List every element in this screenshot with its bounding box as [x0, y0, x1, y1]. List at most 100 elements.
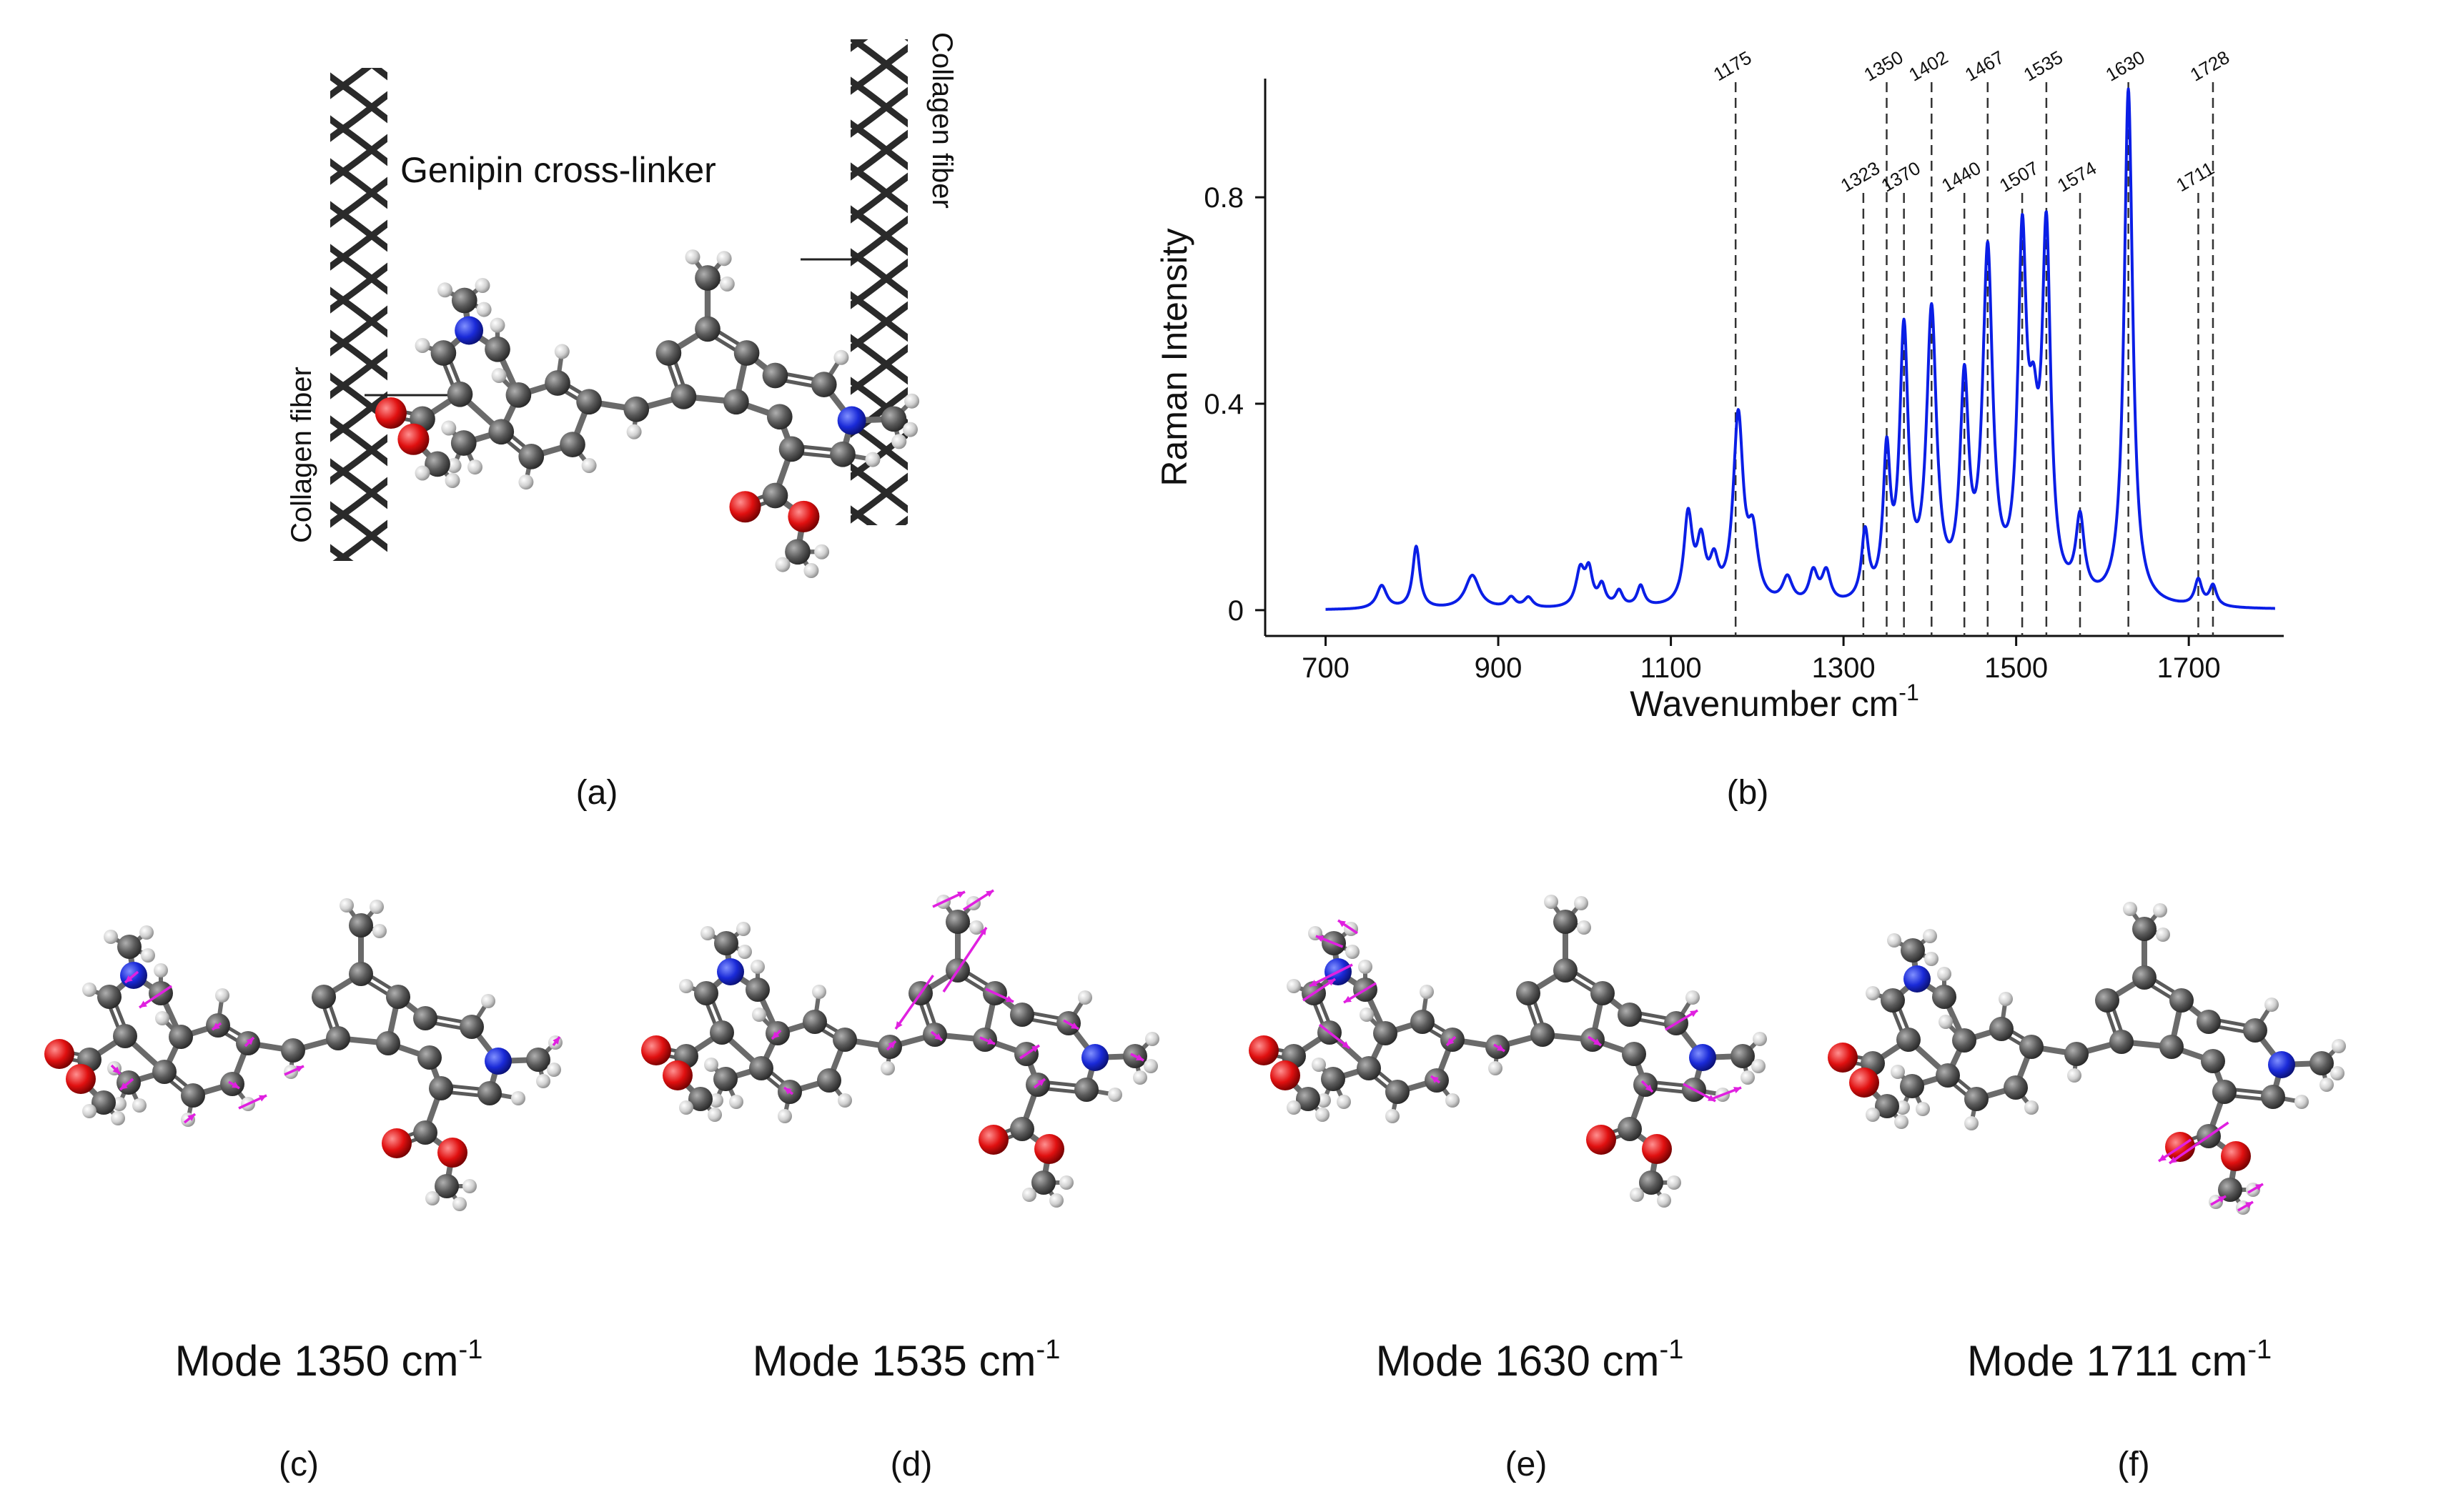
hydrogen-atom: [82, 1104, 96, 1118]
hydrogen-atom: [2294, 1095, 2309, 1109]
peak-label-1370: 1370: [1878, 157, 1924, 197]
hydrogen-atom: [1385, 1109, 1400, 1123]
hydrogen-atom: [833, 349, 849, 365]
hydrogen-atom: [1315, 1108, 1330, 1122]
vector-arrowhead: [888, 1041, 896, 1049]
carbon-atom: [518, 444, 545, 469]
panel-label-b: (b): [1727, 774, 1769, 812]
vector-arrowhead: [139, 1000, 147, 1008]
hydrogen-atom: [462, 1179, 477, 1193]
raman-chart: 700 900 1100 1300 1500 1700 0 0.4 0.8 Wavenumber …: [1154, 46, 2284, 724]
hydrogen-atom: [1059, 1175, 1074, 1190]
vector-arrowhead: [1690, 1010, 1698, 1018]
carbon-atom: [1618, 1003, 1642, 1027]
hydrogen-atom: [2330, 1066, 2345, 1080]
hydrogen-atom: [736, 922, 751, 936]
hydrogen-atom: [1896, 1100, 1910, 1115]
hydrogen-atom: [340, 898, 354, 912]
displacement-vector: [894, 974, 934, 1030]
hydrogen-atom: [891, 434, 907, 449]
carbon-atom: [460, 1015, 484, 1039]
panel-label-c: (c): [279, 1446, 319, 1483]
carbon-atom: [830, 441, 856, 467]
hydrogen-atom: [1685, 990, 1700, 1005]
hydrogen-atom: [1577, 920, 1591, 935]
vector-arrowhead: [896, 1021, 903, 1029]
carbon-atom: [1622, 1042, 1646, 1066]
x-tick-label: 1100: [1640, 652, 1702, 684]
carbon-atom: [526, 1048, 550, 1072]
vector-arrowhead: [1708, 1095, 1715, 1101]
hydrogen-atom: [154, 963, 168, 978]
carbon-atom: [2109, 1030, 2134, 1054]
mode-caption-f: Mode 1711 cm-1: [1967, 1335, 2272, 1385]
carbon-atom: [749, 1056, 773, 1080]
carbon-atom: [429, 1076, 453, 1100]
carbon-atom: [451, 287, 477, 314]
hydrogen-atom: [112, 1097, 127, 1111]
carbon-atom: [688, 1087, 713, 1111]
carbon-atom: [1357, 1056, 1381, 1080]
carbon-atom: [281, 1038, 305, 1063]
oxygen-atom: [1586, 1125, 1616, 1155]
peak-label-1175: 1175: [1710, 46, 1755, 85]
hydrogen-atom: [437, 282, 452, 298]
carbon-atom: [1373, 1021, 1397, 1045]
hydrogen-atom: [425, 1191, 440, 1205]
vector-arrowhead: [2255, 1184, 2263, 1191]
vector-arrowhead: [296, 1065, 304, 1073]
carbon-atom: [694, 981, 718, 1005]
hydrogen-atom: [2153, 903, 2167, 917]
carbon-atom: [1901, 938, 1925, 963]
carbon-atom: [1410, 1010, 1435, 1034]
carbon-atom: [425, 451, 450, 477]
hydrogen-atom: [518, 474, 534, 490]
carbon-atom: [1553, 958, 1578, 983]
carbon-atom: [2159, 1035, 2184, 1059]
hydrogen-atom: [708, 1108, 722, 1122]
carbon-atom: [762, 362, 788, 389]
panel-d: Mode 1535 cm-1 (d): [641, 889, 1159, 1483]
carbon-atom: [1989, 1017, 2014, 1041]
hydrogen-atom: [1078, 990, 1092, 1005]
carbon-atom: [450, 430, 477, 456]
oxygen-atom: [2221, 1141, 2251, 1171]
carbon-atom: [1932, 985, 1956, 1009]
carbon-atom: [1875, 1094, 1899, 1118]
hydrogen-atom: [1022, 1188, 1036, 1202]
hydrogen-atom: [812, 985, 826, 999]
carbon-atom: [1881, 988, 1905, 1013]
oxygen-atom: [397, 423, 430, 455]
vector-arrowhead: [553, 1037, 560, 1045]
carbon-atom: [1896, 1028, 1921, 1052]
hydrogen-atom: [2319, 1078, 2334, 1092]
hydrogen-atom: [1345, 945, 1360, 959]
peak-label-1323: 1323: [1837, 157, 1883, 197]
vector-arrowhead: [246, 1038, 254, 1045]
vector-arrowhead: [2169, 1156, 2177, 1163]
carbon-atom: [746, 978, 770, 1002]
carbon-atom: [714, 931, 738, 955]
carbon-atom: [117, 935, 142, 959]
hydrogen-atom: [751, 960, 765, 974]
carbon-atom: [349, 913, 373, 937]
hydrogen-atom: [838, 1093, 852, 1108]
carbon-atom: [785, 539, 811, 565]
nitrogen-atom: [1689, 1044, 1716, 1071]
carbon-atom: [417, 1045, 442, 1070]
collagen-helix-right: [851, 39, 908, 525]
carbon-atom: [833, 1028, 857, 1052]
hydrogen-atom: [139, 925, 154, 940]
hydrogen-atom: [467, 459, 482, 475]
carbon-atom: [695, 265, 721, 291]
carbon-atom: [762, 482, 788, 509]
vector-arrowhead: [1645, 1084, 1653, 1092]
carbon-atom: [2212, 1080, 2237, 1104]
hydrogen-atom: [904, 393, 920, 409]
hydrogen-atom: [865, 452, 881, 467]
vector-arrowhead: [1006, 995, 1014, 1003]
hydrogen-atom: [141, 948, 155, 963]
hydrogen-atom: [415, 465, 430, 481]
carbon-atom: [1964, 1087, 1989, 1111]
hydrogen-atom: [2123, 902, 2137, 916]
